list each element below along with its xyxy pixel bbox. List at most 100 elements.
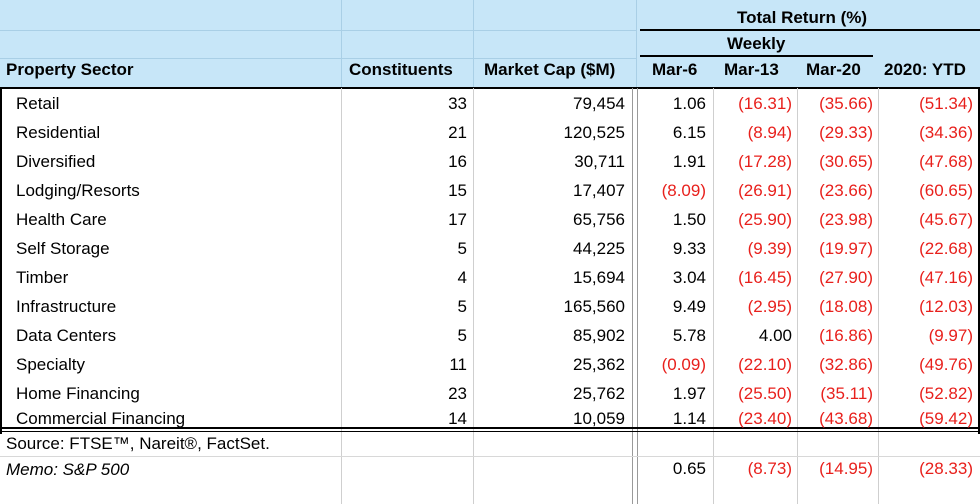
row-mar-20: (23.66) — [819, 180, 873, 200]
row-mar-20: (23.98) — [819, 209, 873, 229]
table-row: Data Centers 5 85,902 5.78 4.00 (16.86) (9.97) — [0, 321, 980, 350]
row-constituents: 5 — [457, 296, 467, 316]
row-market-cap: 85,902 — [573, 325, 625, 345]
row-ytd: (12.03) — [919, 296, 973, 316]
row-mar-13: (17.28) — [738, 151, 792, 171]
row-mar-6: 5.78 — [672, 325, 706, 345]
row-mar-6: 1.97 — [672, 383, 706, 403]
body-gridline — [878, 88, 879, 504]
row-constituents: 5 — [457, 238, 467, 258]
row-sector: Infrastructure — [16, 296, 117, 316]
row-mar-6: 1.06 — [672, 93, 706, 113]
col-header-sector: Property Sector — [6, 60, 134, 79]
row-market-cap: 30,711 — [574, 151, 625, 171]
col-header-market-cap: Market Cap ($M) — [484, 60, 616, 79]
table-row: Specialty 11 25,362 (0.09) (22.10) (32.86) (49… — [0, 350, 980, 379]
row-ytd: (47.16) — [919, 267, 973, 287]
row-mar-13: (16.31) — [738, 93, 792, 113]
row-market-cap: 15,694 — [573, 267, 625, 287]
row-constituents: 11 — [449, 354, 467, 374]
row-constituents: 21 — [448, 122, 467, 142]
row-mar-20: (30.65) — [819, 151, 873, 171]
row-constituents: 4 — [457, 267, 467, 287]
table-header: Total Return (%) Weekly Property Sector … — [0, 0, 980, 88]
table-row: Residential 21 120,525 6.15 (8.94) (29.33) (34… — [0, 118, 980, 147]
row-mar-13: (16.45) — [738, 267, 792, 287]
row-mar-6: 3.04 — [672, 267, 706, 287]
header-gridline — [0, 58, 636, 59]
body-gridline — [473, 88, 474, 504]
row-ytd: (45.67) — [919, 209, 973, 229]
row-sector: Retail — [16, 93, 60, 113]
row-mar-13: (2.95) — [747, 296, 792, 316]
row-sector: Health Care — [16, 209, 107, 229]
table-row: Self Storage 5 44,225 9.33 (9.39) (19.97) (22.… — [0, 234, 980, 263]
table-left-border — [0, 88, 2, 434]
col-header-mar-20: Mar-20 — [806, 60, 861, 79]
row-constituents: 5 — [457, 325, 467, 345]
row-mar-13: (25.90) — [738, 209, 792, 229]
row-market-cap: 25,762 — [573, 383, 625, 403]
row-mar-20: (32.86) — [819, 354, 873, 374]
body-bottom-rule — [0, 427, 980, 429]
header-gridline — [341, 0, 342, 88]
row-sector: Timber — [16, 267, 69, 287]
row-mar-6: (8.09) — [661, 180, 706, 200]
row-mar-6: 1.50 — [672, 209, 706, 229]
row-constituents: 14 — [448, 408, 467, 428]
row-constituents: 16 — [448, 151, 467, 171]
row-mar-6: 1.14 — [672, 408, 706, 428]
table-footer: Source: FTSE™, Nareit®, FactSet. Memo: S… — [0, 432, 980, 502]
memo-mar-13: (8.73) — [747, 459, 792, 478]
row-ytd: (9.97) — [928, 325, 973, 345]
row-ytd: (59.42) — [919, 408, 973, 428]
source-note: Source: FTSE™, Nareit®, FactSet. — [6, 434, 270, 453]
row-market-cap: 120,525 — [563, 122, 625, 142]
row-mar-20: (16.86) — [819, 325, 873, 345]
table-row: Lodging/Resorts 15 17,407 (8.09) (26.91) (23.… — [0, 176, 980, 205]
memo-ytd: (28.33) — [919, 459, 973, 478]
header-gridline — [473, 0, 474, 88]
weekly-underline — [640, 55, 873, 57]
table-row: Retail 33 79,454 1.06 (16.31) (35.66) (51.34) — [0, 89, 980, 118]
row-mar-13: 4.00 — [758, 325, 792, 345]
total-return-heading: Total Return (%) — [737, 8, 868, 27]
row-ytd: (52.82) — [919, 383, 973, 403]
row-mar-13: (22.10) — [738, 354, 792, 374]
body-gridline — [713, 88, 714, 504]
row-mar-6: 9.33 — [672, 238, 706, 258]
row-constituents: 17 — [448, 209, 467, 229]
row-mar-6: (0.09) — [661, 354, 706, 374]
table-right-border — [978, 88, 980, 434]
row-sector: Home Financing — [16, 383, 140, 403]
col-header-mar-6: Mar-6 — [652, 60, 698, 79]
footer-gridline — [0, 456, 980, 457]
row-mar-13: (23.40) — [738, 408, 792, 428]
row-constituents: 23 — [448, 383, 467, 403]
row-mar-13: (8.94) — [747, 122, 792, 142]
body-double-gridline — [632, 88, 638, 504]
table-row: Timber 4 15,694 3.04 (16.45) (27.90) (47.16) — [0, 263, 980, 292]
table-row: Commercial Financing 14 10,059 1.14 (23.40) (… — [0, 408, 980, 429]
header-gridline — [0, 30, 636, 31]
row-market-cap: 65,756 — [573, 209, 625, 229]
row-mar-6: 9.49 — [672, 296, 706, 316]
row-ytd: (22.68) — [919, 238, 973, 258]
total-return-underline — [640, 29, 980, 31]
header-bottom-rule — [0, 87, 980, 89]
row-sector: Data Centers — [16, 325, 117, 345]
header-gridline — [636, 0, 637, 88]
row-mar-20: (35.11) — [820, 383, 873, 403]
row-sector: Lodging/Resorts — [16, 180, 140, 200]
row-constituents: 33 — [448, 93, 467, 113]
memo-mar-20: (14.95) — [819, 459, 873, 478]
table-row: Infrastructure 5 165,560 9.49 (2.95) (18.08) (… — [0, 292, 980, 321]
table-body: Retail 33 79,454 1.06 (16.31) (35.66) (51.34) R… — [0, 89, 980, 429]
row-ytd: (34.36) — [919, 122, 973, 142]
body-gridline — [341, 88, 342, 504]
row-sector: Residential — [16, 122, 101, 142]
col-header-constituents: Constituents — [349, 60, 453, 79]
row-sector: Commercial Financing — [16, 408, 186, 428]
row-sector: Specialty — [16, 354, 85, 374]
row-mar-13: (25.50) — [738, 383, 792, 403]
